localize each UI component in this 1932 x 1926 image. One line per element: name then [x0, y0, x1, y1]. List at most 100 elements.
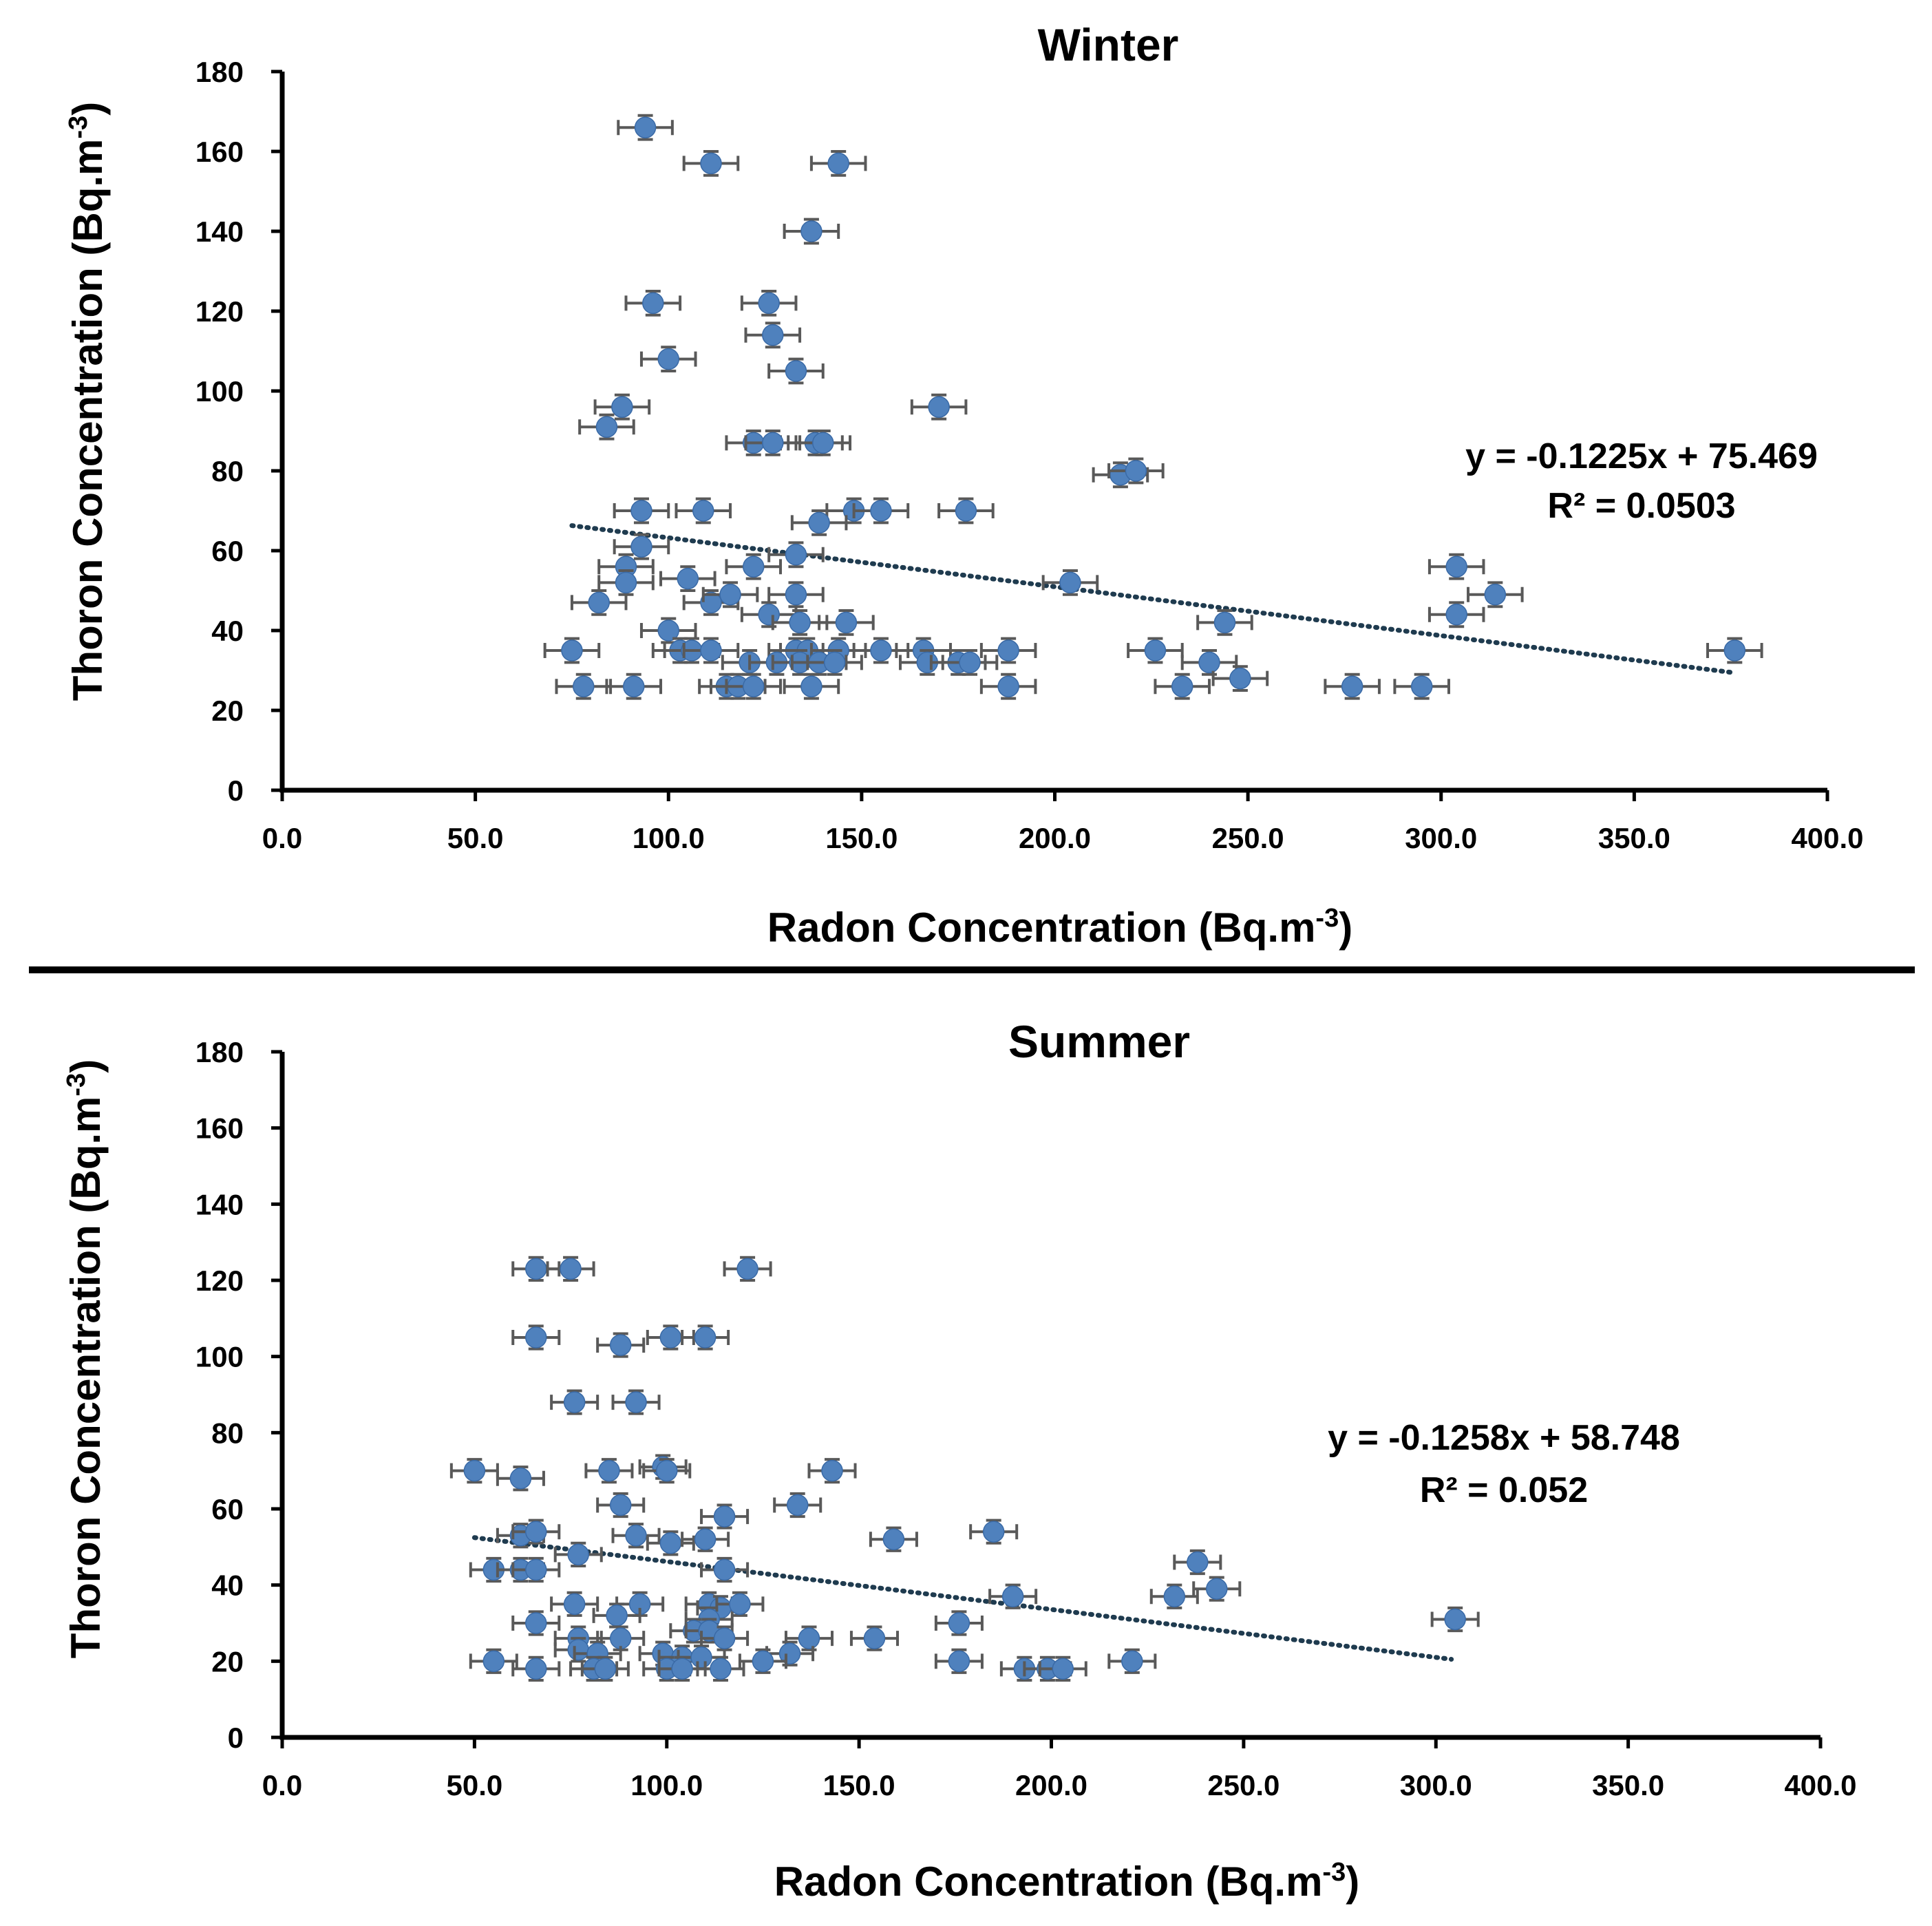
- data-marker: [606, 1605, 628, 1627]
- y-tick-label: 60: [211, 535, 244, 567]
- axes: [279, 1052, 1820, 1740]
- y-axis-label-superscript: -3: [62, 1073, 91, 1097]
- y-axis-label-text: Thoron Concentration (Bq.m: [65, 139, 111, 701]
- data-point: [1211, 665, 1269, 692]
- winter-chart: Winter 0 20 40 60 80 100 120 140 160 180 0.0 50.0 10…: [64, 19, 1864, 951]
- y-axis-label: Thoron Concentration (Bq.m-3): [64, 102, 111, 701]
- data-point: [723, 1256, 772, 1282]
- data-point: [613, 497, 670, 525]
- data-marker: [609, 1334, 632, 1356]
- y-tick-label: 80: [211, 1417, 244, 1449]
- data-point: [934, 1648, 984, 1674]
- data-marker: [657, 620, 679, 642]
- data-marker: [997, 675, 1019, 697]
- data-marker: [700, 639, 722, 662]
- data-point: [869, 1526, 918, 1552]
- data-point: [988, 1583, 1038, 1609]
- data-points: [543, 114, 1763, 700]
- y-tick-label: 40: [211, 615, 244, 647]
- data-point: [584, 1458, 634, 1484]
- data-marker: [694, 1326, 716, 1348]
- data-marker: [677, 567, 699, 590]
- data-marker: [694, 1528, 716, 1551]
- data-marker: [634, 116, 657, 138]
- r-squared-label: R² = 0.0503: [1547, 486, 1735, 526]
- data-marker: [595, 416, 618, 438]
- data-point: [715, 1591, 765, 1617]
- data-marker: [1445, 555, 1467, 578]
- data-point: [605, 673, 663, 700]
- data-point: [1196, 609, 1253, 636]
- trendline-equation: y = -0.1225x + 75.469: [1465, 436, 1818, 476]
- data-marker: [609, 1627, 632, 1649]
- data-point: [784, 1625, 834, 1651]
- data-point: [682, 637, 740, 664]
- data-point: [744, 321, 802, 349]
- data-point: [611, 1523, 661, 1549]
- data-marker: [1341, 675, 1363, 697]
- data-marker: [567, 1638, 589, 1661]
- data-point: [794, 430, 852, 456]
- data-marker: [656, 1459, 678, 1482]
- data-point: [1427, 553, 1485, 580]
- chart-title: Summer: [1008, 1016, 1190, 1067]
- ticks: 0 20 40 60 80 100 120 140 160 180 0.0 50.0 100.0 150.…: [195, 56, 1864, 854]
- data-marker: [736, 1258, 758, 1280]
- data-marker: [567, 1543, 589, 1566]
- data-marker: [1125, 460, 1147, 482]
- data-point: [738, 1648, 787, 1674]
- y-tick-label: 120: [195, 1264, 244, 1297]
- data-marker: [785, 544, 807, 566]
- y-axis-label-close: ): [65, 102, 111, 116]
- data-point: [596, 1492, 646, 1518]
- data-marker: [800, 675, 822, 697]
- data-point: [511, 1324, 561, 1351]
- data-marker: [625, 1524, 647, 1547]
- data-point: [934, 1610, 984, 1636]
- data-point: [1430, 1606, 1480, 1633]
- data-marker: [800, 220, 822, 242]
- x-axis-label-superscript: -3: [1315, 904, 1339, 933]
- data-marker: [1206, 1578, 1228, 1600]
- data-marker: [1059, 571, 1081, 594]
- x-tick-label: 300.0: [1405, 822, 1477, 854]
- y-tick-label: 80: [211, 455, 244, 487]
- axes: [279, 72, 1827, 793]
- data-marker: [642, 292, 664, 315]
- data-marker: [1121, 1650, 1143, 1673]
- data-marker: [955, 500, 977, 522]
- data-point: [696, 1655, 745, 1682]
- data-point: [511, 1556, 561, 1583]
- data-marker: [928, 396, 950, 418]
- data-point: [1149, 1583, 1199, 1609]
- data-point: [1107, 1648, 1157, 1674]
- data-marker: [573, 675, 595, 697]
- data-point: [646, 1530, 695, 1556]
- data-point: [675, 497, 732, 525]
- x-axis-label-text: Radon Concentration (Bq.m: [767, 904, 1316, 951]
- data-marker: [561, 639, 583, 662]
- data-marker: [808, 511, 830, 534]
- y-axis-label: Thoron Concentration (Bq.m-3): [62, 1059, 109, 1658]
- data-point: [682, 589, 740, 616]
- data-point: [701, 581, 759, 609]
- y-tick-label: 60: [211, 1493, 244, 1525]
- x-tick-label: 300.0: [1400, 1769, 1472, 1801]
- data-point: [550, 1591, 599, 1617]
- data-point: [910, 393, 968, 421]
- trendline-equation: y = -0.1258x + 58.748: [1328, 1418, 1680, 1458]
- y-tick-label: 180: [195, 56, 244, 88]
- x-axis-label-close: ): [1339, 904, 1352, 951]
- data-marker: [560, 1258, 582, 1280]
- data-marker: [525, 1558, 547, 1581]
- data-point: [806, 649, 863, 676]
- x-axis-label-superscript: -3: [1322, 1858, 1346, 1887]
- x-tick-label: 0.0: [262, 822, 302, 854]
- data-point: [941, 649, 999, 676]
- data-marker: [762, 432, 784, 454]
- data-point: [596, 1625, 646, 1651]
- y-tick-label: 40: [211, 1569, 244, 1602]
- data-point: [700, 1503, 750, 1530]
- data-point: [849, 1625, 899, 1651]
- data-marker: [630, 500, 652, 522]
